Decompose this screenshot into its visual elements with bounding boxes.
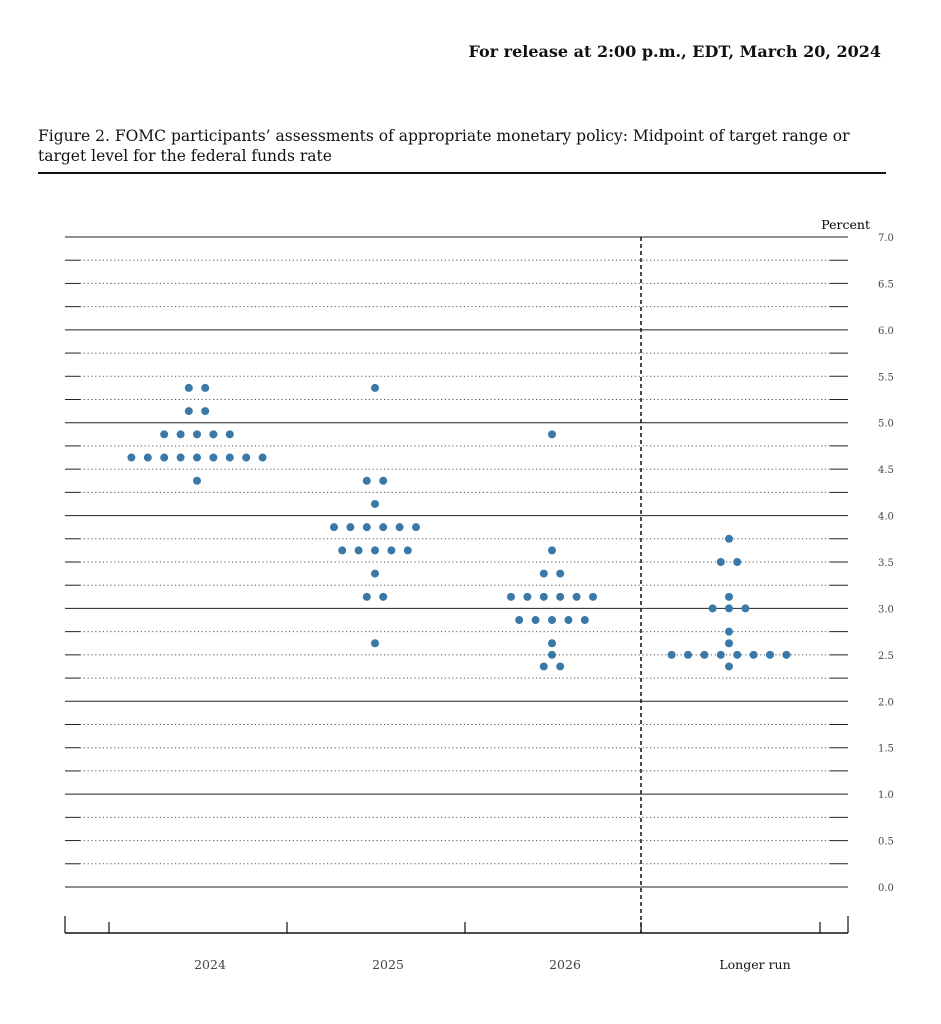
dot-2025 bbox=[379, 523, 388, 532]
dot-2026 bbox=[580, 616, 589, 625]
y-tick-label: 1.5 bbox=[878, 744, 894, 755]
dot-2025 bbox=[371, 383, 379, 392]
dot-2024 bbox=[176, 453, 185, 462]
dot-longer-run bbox=[725, 534, 733, 543]
dot-2026 bbox=[556, 569, 565, 578]
figure-title: Figure 2. FOMC participants’ assessments… bbox=[38, 127, 850, 165]
dot-2024 bbox=[201, 407, 210, 416]
y-tick-label: 0.5 bbox=[878, 837, 894, 848]
dot-2025 bbox=[371, 639, 379, 648]
dot-2024 bbox=[160, 453, 169, 462]
dot-2026 bbox=[531, 616, 540, 625]
title-rule bbox=[38, 172, 886, 174]
dot-longer-run bbox=[716, 558, 725, 566]
dot-longer-run bbox=[749, 650, 758, 659]
dot-2024 bbox=[143, 453, 152, 462]
y-tick-label: 6.5 bbox=[878, 279, 894, 290]
dot-longer-run bbox=[733, 650, 742, 659]
dot-2026 bbox=[548, 639, 556, 648]
y-tick-label: 6.0 bbox=[878, 326, 894, 337]
x-tick-label: 2024 bbox=[194, 957, 226, 972]
x-tick-label: 2025 bbox=[372, 957, 404, 972]
y-tick-label: 5.5 bbox=[878, 372, 894, 383]
dot-2026 bbox=[572, 592, 581, 601]
dot-2025 bbox=[371, 569, 379, 578]
dot-2026 bbox=[548, 546, 556, 555]
dot-2026 bbox=[556, 662, 565, 671]
dot-longer-run bbox=[684, 650, 692, 659]
y-tick-label: 0.0 bbox=[878, 883, 894, 894]
y-axis-label: Percent bbox=[821, 217, 870, 232]
dot-2026 bbox=[564, 616, 573, 625]
dot-2026 bbox=[507, 592, 515, 601]
dot-2025 bbox=[362, 476, 371, 485]
dot-longer-run bbox=[700, 650, 709, 659]
dot-2025 bbox=[346, 523, 355, 532]
dot-2026 bbox=[515, 616, 524, 625]
y-tick-label: 5.0 bbox=[878, 419, 894, 430]
dot-longer-run bbox=[733, 558, 742, 566]
dot-2024 bbox=[184, 407, 193, 416]
dot-2025 bbox=[379, 476, 388, 485]
y-tick-label: 2.5 bbox=[878, 651, 894, 662]
dot-2025 bbox=[387, 546, 396, 555]
y-tick-label: 7.0 bbox=[878, 233, 894, 244]
dot-longer-run bbox=[725, 627, 733, 636]
dot-2026 bbox=[548, 616, 556, 625]
dot-2024 bbox=[193, 430, 201, 439]
dot-2025 bbox=[395, 523, 404, 532]
dot-2024 bbox=[193, 453, 201, 462]
dot-2026 bbox=[548, 650, 556, 659]
y-tick-label: 3.0 bbox=[878, 604, 894, 615]
y-tick-label: 2.0 bbox=[878, 697, 894, 708]
dot-2026 bbox=[523, 592, 532, 601]
dot-2024 bbox=[176, 430, 185, 439]
dot-2024 bbox=[209, 453, 218, 462]
x-tick-label: 2026 bbox=[549, 957, 581, 972]
dot-2026 bbox=[539, 592, 548, 601]
dot-2024 bbox=[225, 430, 234, 439]
dot-longer-run bbox=[725, 592, 733, 601]
y-tick-label: 4.5 bbox=[878, 465, 894, 476]
dot-2025 bbox=[354, 546, 363, 555]
dot-2026 bbox=[556, 592, 565, 601]
dot-2025 bbox=[412, 523, 420, 532]
dot-2026 bbox=[589, 592, 597, 601]
dot-2026 bbox=[539, 569, 548, 578]
dot-2025 bbox=[379, 592, 388, 601]
y-tick-label: 3.5 bbox=[878, 558, 894, 569]
dot-longer-run bbox=[741, 604, 750, 613]
dot-2024 bbox=[127, 453, 136, 462]
dot-2024 bbox=[258, 453, 267, 462]
y-tick-label: 1.0 bbox=[878, 790, 894, 801]
dot-longer-run bbox=[716, 650, 725, 659]
dot-2025 bbox=[371, 546, 379, 555]
dot-2024 bbox=[225, 453, 234, 462]
dot-longer-run bbox=[667, 650, 676, 659]
dot-2024 bbox=[209, 430, 218, 439]
dot-2024 bbox=[184, 383, 193, 392]
y-tick-label: 4.0 bbox=[878, 512, 894, 523]
x-tick-label: Longer run bbox=[719, 957, 790, 972]
dot-2024 bbox=[201, 383, 210, 392]
dot-2024 bbox=[242, 453, 251, 462]
dot-2026 bbox=[539, 662, 548, 671]
dot-longer-run bbox=[708, 604, 717, 613]
dot-longer-run bbox=[725, 604, 733, 613]
dot-2024 bbox=[193, 476, 201, 485]
dot-2025 bbox=[338, 546, 347, 555]
dot-2025 bbox=[371, 499, 379, 508]
dot-2025 bbox=[403, 546, 412, 555]
dot-2025 bbox=[362, 523, 371, 532]
dot-longer-run bbox=[766, 650, 774, 659]
dot-longer-run bbox=[725, 639, 733, 648]
dot-2025 bbox=[330, 523, 338, 532]
dot-2024 bbox=[160, 430, 169, 439]
dot-2026 bbox=[548, 430, 556, 439]
dot-2025 bbox=[362, 592, 371, 601]
dot-longer-run bbox=[725, 662, 733, 671]
release-notice: For release at 2:00 p.m., EDT, March 20,… bbox=[468, 42, 882, 61]
dot-longer-run bbox=[782, 650, 791, 659]
